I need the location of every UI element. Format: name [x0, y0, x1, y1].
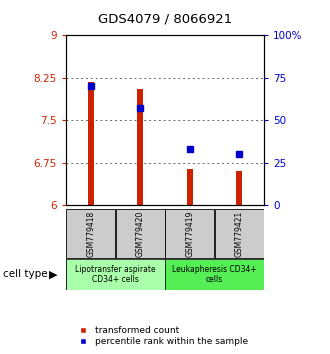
FancyBboxPatch shape	[116, 209, 165, 258]
Text: GDS4079 / 8066921: GDS4079 / 8066921	[98, 12, 232, 25]
Text: GSM779418: GSM779418	[86, 211, 95, 257]
Text: Lipotransfer aspirate
CD34+ cells: Lipotransfer aspirate CD34+ cells	[75, 265, 156, 284]
Text: ▶: ▶	[49, 269, 57, 279]
Text: GSM779421: GSM779421	[235, 211, 244, 257]
FancyBboxPatch shape	[166, 259, 263, 290]
Text: Leukapheresis CD34+
cells: Leukapheresis CD34+ cells	[172, 265, 257, 284]
Text: GSM779420: GSM779420	[136, 210, 145, 257]
Bar	[137, 89, 143, 205]
Bar	[88, 82, 94, 205]
FancyBboxPatch shape	[67, 259, 164, 290]
FancyBboxPatch shape	[165, 209, 214, 258]
Text: cell type: cell type	[3, 269, 48, 279]
Bar	[187, 169, 193, 205]
FancyBboxPatch shape	[66, 209, 115, 258]
Legend: transformed count, percentile rank within the sample: transformed count, percentile rank withi…	[71, 322, 251, 349]
FancyBboxPatch shape	[215, 209, 264, 258]
FancyBboxPatch shape	[66, 258, 264, 290]
Bar	[236, 171, 242, 205]
Text: GSM779419: GSM779419	[185, 210, 194, 257]
